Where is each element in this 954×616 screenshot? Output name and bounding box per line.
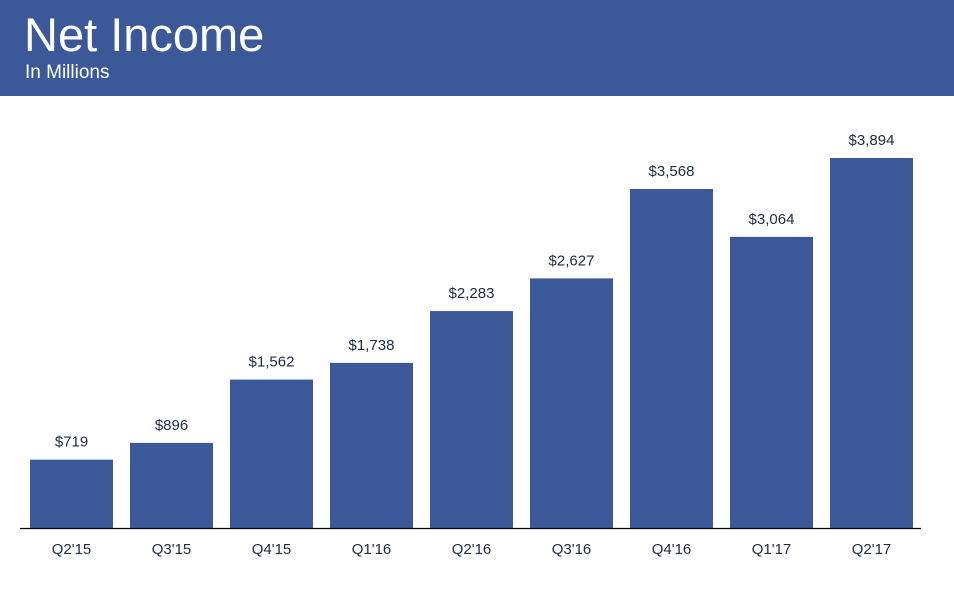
chart-title: Net Income <box>24 8 265 61</box>
x-tick-label: Q3'15 <box>152 541 192 558</box>
chart-subtitle: In Millions <box>25 62 110 83</box>
bar-value-label: $1,562 <box>249 354 295 371</box>
bar-q215 <box>30 459 113 528</box>
bar-q217 <box>830 158 913 528</box>
bar-q315 <box>130 442 213 528</box>
bar-q117 <box>730 236 813 528</box>
bar-value-label: $2,627 <box>549 252 595 269</box>
bar-value-label: $3,568 <box>649 163 695 180</box>
bar-q416 <box>630 188 713 528</box>
bar-q116 <box>330 362 413 528</box>
bar-value-label: $2,283 <box>449 285 495 302</box>
bar-q216 <box>430 311 513 528</box>
x-tick-label: Q1'17 <box>752 541 792 558</box>
bar-value-label: $3,064 <box>749 211 795 228</box>
bar-value-label: $719 <box>55 434 88 451</box>
header-banner: Net Income In Millions <box>0 0 954 96</box>
x-tick-label: Q4'16 <box>652 541 692 558</box>
bar-value-label: $896 <box>155 417 188 434</box>
bar-q316 <box>530 278 613 528</box>
x-tick-label: Q4'15 <box>252 541 292 558</box>
bar-value-label: $1,738 <box>349 337 395 354</box>
x-tick-label: Q2'16 <box>452 541 492 558</box>
x-tick-label: Q2'17 <box>852 541 892 558</box>
bar-value-label: $3,894 <box>849 132 895 149</box>
x-tick-label: Q1'16 <box>352 541 392 558</box>
x-tick-label: Q2'15 <box>52 541 92 558</box>
bar-q415 <box>230 379 313 528</box>
x-tick-label: Q3'16 <box>552 541 592 558</box>
